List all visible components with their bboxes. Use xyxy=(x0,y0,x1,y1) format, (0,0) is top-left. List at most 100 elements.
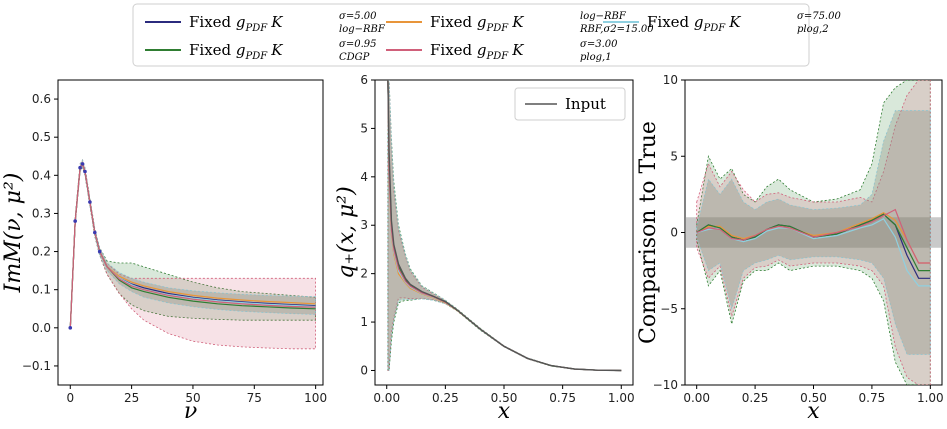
data-point xyxy=(97,249,102,254)
y-axis-label: q₊(x, μ²) xyxy=(334,186,359,278)
input-legend-frame xyxy=(514,87,626,121)
legend-entry: Fixed gPDF K σ=5.00 log−RBF xyxy=(145,11,386,35)
legend-k-sup: σ=3.00 xyxy=(580,39,618,50)
legend-entry: Fixed gPDF K σ=75.00 plog,2 xyxy=(603,11,841,35)
series-line-input xyxy=(387,80,622,372)
data-point xyxy=(93,230,97,235)
legend-k-sup: σ=5.00 xyxy=(339,11,377,22)
x-tick-label: 1.00 xyxy=(608,391,635,405)
panel-qplus: 0.00 0.25 0.50 0.75 1.00 0 1 2 3 4 5 6 x q₊(x, μ²) Inp… xyxy=(334,73,635,424)
x-axis-label: x xyxy=(498,399,511,424)
series-line-log-rbf xyxy=(387,80,622,372)
data-point xyxy=(68,326,73,330)
band-overlap xyxy=(387,80,622,371)
plot-area xyxy=(68,159,316,350)
series-line-cdgp xyxy=(387,80,622,372)
panel-comparison: 0.00 0.25 0.50 0.75 1.00 −10 −5 0 5 10 x Comparison… xyxy=(636,73,944,424)
band-overlap xyxy=(696,110,931,355)
x-tick-label: 0.00 xyxy=(683,391,710,405)
legend-label: Fixed gPDF K xyxy=(430,13,524,34)
data-point xyxy=(88,200,92,204)
legend-k-sub: RBF,σ2=15.00 xyxy=(579,24,654,35)
legend-label: Fixed gPDF K xyxy=(647,13,741,34)
x-tick-label: 0.25 xyxy=(742,391,769,405)
uncertainty-band-plog-2 xyxy=(387,80,622,371)
y-tick-label: 0 xyxy=(670,226,678,240)
y-tick-label: 0.0 xyxy=(32,321,51,335)
y-tick-label: 0.4 xyxy=(32,168,51,182)
y-tick-label: 2 xyxy=(360,267,368,281)
plot-area xyxy=(387,80,622,372)
uncertainty-band-plog-1 xyxy=(696,80,931,385)
legend-entry: Fixed gPDF K σ=3.00 plog,1 xyxy=(386,39,618,63)
y-tick-label: −10 xyxy=(653,378,678,392)
axes-frame xyxy=(374,79,634,386)
legend-entry: Fixed gPDF K σ=0.95 CDGP xyxy=(145,39,376,63)
x-tick-label: 0.25 xyxy=(432,391,459,405)
uncertainty-band-plog-1 xyxy=(387,80,622,371)
input-legend-label: Input xyxy=(565,95,606,113)
legend-label: Fixed gPDF K xyxy=(189,13,283,34)
y-tick-label: 6 xyxy=(360,73,368,87)
uncertainty-band-cdgp xyxy=(387,80,622,371)
y-tick-label: 10 xyxy=(663,73,678,87)
y-tick-label: 0.6 xyxy=(32,92,51,106)
y-tick-label: 1 xyxy=(360,315,368,329)
x-tick-label: 75 xyxy=(247,391,262,405)
y-tick-label: 4 xyxy=(360,170,368,184)
x-axis-label: ν xyxy=(184,399,197,424)
series-line-rbf xyxy=(387,80,622,372)
data-point xyxy=(73,219,77,223)
data-point xyxy=(78,165,82,170)
panel-imM: 0 25 50 75 100 −0.1 0.0 0.1 0.2 0.3 0.4 0.5 0.6 ν ImM(… xyxy=(1,79,327,424)
y-tick-label: 5 xyxy=(360,121,368,135)
legend-k-sub: plog,2 xyxy=(797,24,829,35)
y-axis-label: ImM(ν, μ²) xyxy=(1,173,26,294)
x-tick-label: 0.50 xyxy=(491,391,518,405)
y-tick-label: 0.2 xyxy=(32,245,51,259)
uncertainty-band-plog-2 xyxy=(696,110,931,355)
series-line-plog-1 xyxy=(696,208,931,264)
y-tick-label: 3 xyxy=(360,218,368,232)
y-tick-label: −0.1 xyxy=(22,359,51,373)
x-tick-label: 25 xyxy=(124,391,139,405)
legend-frame xyxy=(132,3,810,67)
legend-label: Fixed gPDF K xyxy=(189,41,283,62)
legend-k-sub: log−RBF xyxy=(339,24,386,35)
x-axis-label: x xyxy=(807,399,820,424)
y-tick-label: 0.3 xyxy=(32,206,51,220)
plot-area xyxy=(685,80,942,385)
legend-k-sup: σ=75.00 xyxy=(797,11,841,22)
uncertainty-band-plog-1 xyxy=(69,159,316,350)
x-tick-label: 50 xyxy=(185,391,200,405)
legend-k-sup: log−RBF xyxy=(580,11,627,22)
axes-frame xyxy=(57,79,324,386)
y-tick-label: 0 xyxy=(360,363,368,377)
y-tick-label: 0.1 xyxy=(32,283,51,297)
series-line-plog-2 xyxy=(387,80,622,372)
x-tick-label: 0.75 xyxy=(859,391,886,405)
x-tick-label: 0.75 xyxy=(549,391,576,405)
legend-entry: Fixed gPDF K log−RBF RBF,σ2=15.00 xyxy=(386,11,654,35)
y-tick-label: 5 xyxy=(670,149,678,163)
legend-k-sub: CDGP xyxy=(339,52,370,63)
data-point xyxy=(80,162,85,166)
y-tick-label: 0.5 xyxy=(32,130,51,144)
legend: Fixed gPDF K σ=5.00 log−RBF Fixed gPDF K log−R… xyxy=(132,3,841,67)
legend-k-sup: σ=0.95 xyxy=(339,39,376,50)
uncertainty-band-cdgp xyxy=(696,80,931,385)
input-legend: Input xyxy=(514,87,626,121)
legend-k-sub: plog,1 xyxy=(580,52,612,63)
y-tick-label: −5 xyxy=(660,302,678,316)
x-tick-label: 0.50 xyxy=(800,391,827,405)
x-tick-label: 0.00 xyxy=(373,391,400,405)
legend-label: Fixed gPDF K xyxy=(430,41,524,62)
series-line-cdgp xyxy=(696,213,931,272)
x-tick-label: 1.00 xyxy=(917,391,944,405)
y-axis-label: Comparison to True xyxy=(636,121,661,344)
x-tick-label: 100 xyxy=(304,391,327,405)
x-tick-label: 0 xyxy=(66,391,74,405)
series-line-plog-1 xyxy=(387,80,622,372)
data-point xyxy=(83,169,87,174)
